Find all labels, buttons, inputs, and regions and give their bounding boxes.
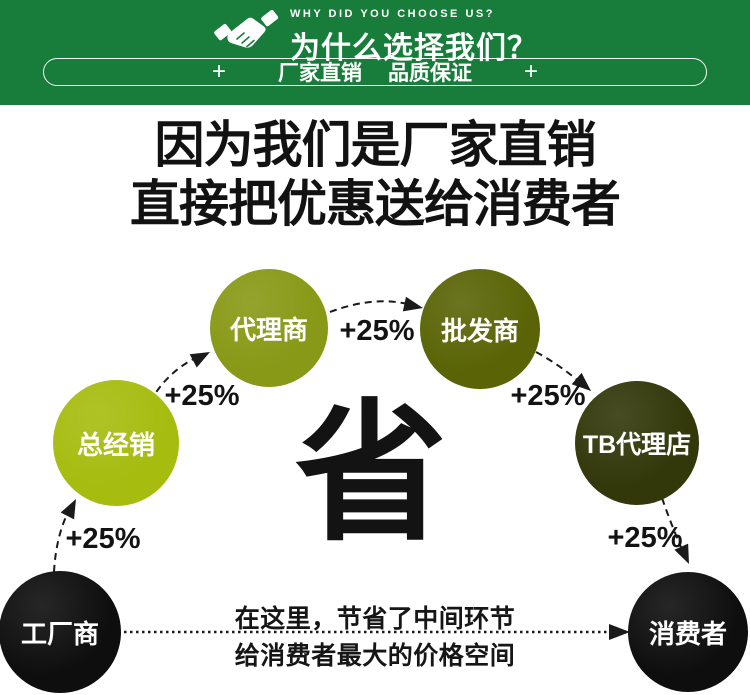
- node-label: 批发商: [440, 315, 519, 346]
- node-factory: 工厂商: [0, 571, 121, 693]
- node-consumer: 消费者: [628, 572, 748, 692]
- node-label: 工厂商: [20, 618, 99, 649]
- footer-caption-line2: 给消费者最大的价格空间: [234, 642, 516, 670]
- badge-quality-guarantee: 品质保证: [388, 62, 472, 85]
- footer-caption-line1: 在这里，节省了中间环节: [234, 605, 516, 633]
- page-title: 为什么选择我们？: [290, 32, 538, 65]
- headline-line1: 因为我们是厂家直销: [154, 117, 597, 173]
- header-band: WHY DID YOU CHOOSE US? 为什么选择我们？ + 厂家直销 品…: [0, 0, 750, 105]
- node-label: 总经销: [76, 429, 155, 460]
- arrow-agent-to-wholesaler: [329, 300, 413, 313]
- plus-decoration-left: +: [211, 58, 226, 85]
- increment-label-4: +25%: [510, 380, 586, 412]
- arrowhead: [189, 352, 210, 368]
- node-label: TB代理店: [582, 431, 692, 459]
- arrowhead: [60, 499, 76, 520]
- plus-decoration-right: +: [524, 58, 539, 85]
- header-text-block: WHY DID YOU CHOOSE US? 为什么选择我们？: [290, 8, 538, 67]
- headline: 因为我们是厂家直销 直接把优惠送给消费者: [0, 116, 750, 234]
- node-agent: 代理商: [210, 269, 328, 387]
- increment-label-3: +25%: [339, 315, 415, 347]
- node-tb-agency-store: TB代理店: [575, 381, 699, 505]
- tagline-en: WHY DID YOU CHOOSE US?: [290, 8, 495, 20]
- node-label: 消费者: [648, 618, 727, 649]
- node-general-distributor: 总经销: [53, 380, 179, 506]
- increment-label-2: +25%: [164, 380, 240, 412]
- node-label: 代理商: [229, 314, 308, 345]
- feature-pill: + 厂家直销 品质保证 +: [43, 58, 707, 86]
- increment-label-5: +25%: [607, 522, 683, 554]
- handshake-icon: [214, 10, 278, 48]
- headline-line2: 直接把优惠送给消费者: [130, 176, 621, 232]
- node-wholesaler: 批发商: [420, 269, 540, 389]
- badge-factory-direct: 厂家直销: [278, 62, 362, 85]
- increment-label-1: +25%: [65, 523, 141, 555]
- save-character: 省: [295, 389, 447, 559]
